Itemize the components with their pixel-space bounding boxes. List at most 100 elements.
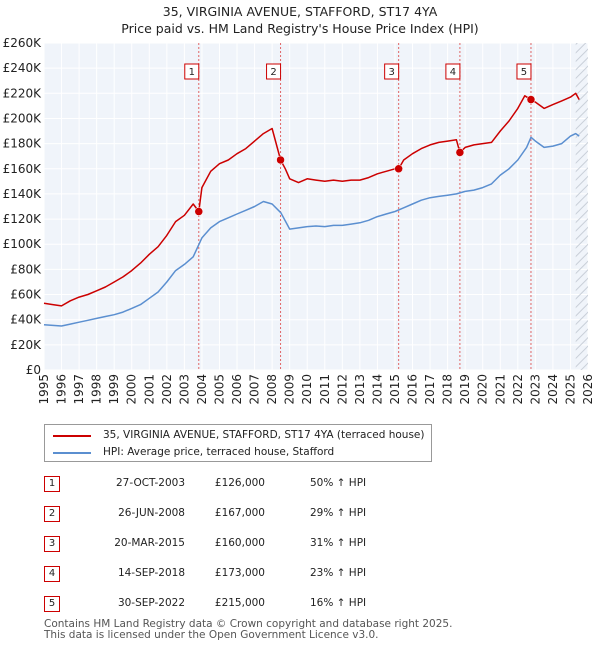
y-axis-ticks: £0 £20K £40K £60K £80K £100K £120K £140K £160K £1… xyxy=(3,36,43,377)
sale-date: 20-MAR-2015 xyxy=(114,537,185,549)
sale-number: 5 xyxy=(44,596,60,612)
sale-date: 27-OCT-2003 xyxy=(116,477,185,489)
y-tick-label: £240K xyxy=(3,61,43,75)
series-lines xyxy=(43,92,580,327)
x-tick-label: 2012 xyxy=(335,374,349,405)
chart-subtitle: Price paid vs. HM Land Registry's House … xyxy=(121,21,479,36)
sale-marker-number: 3 xyxy=(388,67,394,78)
sale-marker-4: 4 xyxy=(445,63,461,80)
x-tick-label: 2011 xyxy=(318,374,332,405)
sale-row: 2 26-JUN-2008 £167,000 29% ↑ HPI xyxy=(0,504,600,524)
x-tick-label: 2022 xyxy=(511,374,525,405)
legend: 35, VIRGINIA AVENUE, STAFFORD, ST17 4YA … xyxy=(44,424,432,462)
plot-area xyxy=(44,43,588,370)
x-tick-label: 2023 xyxy=(528,374,542,405)
sale-number: 1 xyxy=(44,476,60,492)
chart-title: 35, VIRGINIA AVENUE, STAFFORD, ST17 4YA xyxy=(162,4,438,19)
x-tick-label: 1997 xyxy=(72,374,86,405)
x-axis-ticks: 1995 1996 1997 1998 1999 2000 2001 2002 2003 2004… xyxy=(37,374,595,405)
x-tick-label: 2017 xyxy=(423,374,437,405)
sale-marker-labels: 1 2 3 4 5 xyxy=(184,63,532,80)
x-tick-label: 2008 xyxy=(265,374,279,405)
sale-points xyxy=(194,95,536,216)
sale-price: £167,000 xyxy=(214,507,265,519)
gridlines xyxy=(43,42,589,371)
x-tick-label: 2003 xyxy=(177,374,191,405)
y-tick-label: £140K xyxy=(3,187,43,201)
sale-marker-5: 5 xyxy=(516,63,532,80)
legend-swatch-property xyxy=(53,434,91,437)
sale-price: £215,000 xyxy=(214,597,265,609)
x-tick-label: 1999 xyxy=(107,374,121,405)
sale-date: 14-SEP-2018 xyxy=(117,567,185,579)
x-tick-label: 2024 xyxy=(546,374,560,405)
y-tick-label: £60K xyxy=(10,288,42,302)
footer-licence: This data is licensed under the Open Gov… xyxy=(44,629,379,641)
future-shading xyxy=(575,43,588,370)
x-tick-label: 2006 xyxy=(230,374,244,405)
sale-marker-number: 2 xyxy=(270,67,276,78)
sale-row: 5 30-SEP-2022 £215,000 16% ↑ HPI xyxy=(0,594,600,614)
sale-marker-box xyxy=(266,63,282,80)
x-tick-label: 2026 xyxy=(581,374,595,405)
sale-marker-1: 1 xyxy=(184,63,200,80)
y-tick-label: £160K xyxy=(3,162,43,176)
x-tick-label: 2014 xyxy=(370,374,384,405)
sale-number: 3 xyxy=(44,536,60,552)
y-tick-label: £80K xyxy=(10,262,42,276)
x-tick-label: 2019 xyxy=(458,374,472,405)
x-tick-label: 2020 xyxy=(476,374,490,405)
property-series-line xyxy=(43,92,580,307)
legend-swatch-hpi xyxy=(53,451,91,454)
sale-point-4 xyxy=(455,148,465,157)
sale-row: 3 20-MAR-2015 £160,000 31% ↑ HPI xyxy=(0,534,600,554)
y-tick-label: £120K xyxy=(3,212,43,226)
sale-point-2 xyxy=(276,155,285,165)
sale-point-3 xyxy=(394,164,403,174)
y-tick-label: £40K xyxy=(10,313,42,327)
x-tick-label: 2015 xyxy=(388,374,402,405)
x-tick-label: 2000 xyxy=(125,374,139,405)
sale-hpi-change: 23% ↑ HPI xyxy=(310,567,367,579)
sale-point-1 xyxy=(194,207,204,216)
footer: Contains HM Land Registry data © Crown c… xyxy=(44,619,452,641)
x-tick-label: 2010 xyxy=(300,374,314,405)
sale-marker-box xyxy=(445,63,461,80)
x-tick-label: 2021 xyxy=(493,374,507,405)
y-tick-label: £180K xyxy=(3,137,43,151)
legend-item-hpi: HPI: Average price, terraced house, Staf… xyxy=(53,444,334,461)
footer-copyright: Contains HM Land Registry data © Crown c… xyxy=(44,618,453,630)
y-tick-label: £220K xyxy=(3,86,43,100)
sale-row: 1 27-OCT-2003 £126,000 50% ↑ HPI xyxy=(0,474,600,494)
x-tick-label: 1996 xyxy=(55,374,69,405)
sale-marker-number: 1 xyxy=(189,67,195,78)
sale-marker-number: 5 xyxy=(521,67,527,78)
sale-hpi-change: 31% ↑ HPI xyxy=(310,537,367,549)
sale-marker-3: 3 xyxy=(384,63,400,80)
sale-date: 26-JUN-2008 xyxy=(118,507,185,519)
x-tick-label: 2007 xyxy=(248,374,262,405)
hpi-series-line xyxy=(43,132,580,327)
x-tick-label: 2013 xyxy=(353,374,367,405)
sale-number: 2 xyxy=(44,506,60,522)
legend-label-property: 35, VIRGINIA AVENUE, STAFFORD, ST17 4YA … xyxy=(103,429,425,441)
x-tick-label: 2001 xyxy=(142,374,156,405)
x-tick-label: 2005 xyxy=(212,374,226,405)
x-tick-label: 2025 xyxy=(563,374,577,405)
x-tick-label: 2018 xyxy=(441,374,455,405)
sale-number: 4 xyxy=(44,566,60,582)
y-tick-label: £260K xyxy=(3,36,43,50)
sale-price: £173,000 xyxy=(214,567,265,579)
sale-hpi-change: 29% ↑ HPI xyxy=(310,507,367,519)
sale-price: £126,000 xyxy=(214,477,265,489)
x-tick-label: 1995 xyxy=(37,374,51,405)
legend-item-property: 35, VIRGINIA AVENUE, STAFFORD, ST17 4YA … xyxy=(53,427,424,444)
x-tick-label: 2009 xyxy=(283,374,297,405)
sale-marker-box xyxy=(384,63,400,80)
forecast-region xyxy=(575,43,588,370)
sale-hpi-change: 16% ↑ HPI xyxy=(310,597,367,609)
sale-marker-number: 4 xyxy=(450,67,456,78)
x-tick-label: 2016 xyxy=(406,374,420,405)
sale-marker-box xyxy=(184,63,200,80)
